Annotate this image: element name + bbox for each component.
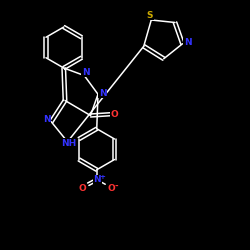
Text: O: O (110, 110, 118, 119)
Text: N: N (82, 68, 89, 77)
Text: +: + (99, 174, 105, 180)
Text: N: N (43, 115, 51, 124)
Text: S: S (147, 11, 153, 20)
Text: -: - (115, 182, 118, 191)
Text: N: N (94, 175, 101, 184)
Text: O: O (107, 184, 115, 193)
Text: O: O (78, 184, 86, 193)
Text: NH: NH (61, 138, 76, 147)
Text: N: N (184, 38, 191, 47)
Text: N: N (99, 88, 106, 98)
